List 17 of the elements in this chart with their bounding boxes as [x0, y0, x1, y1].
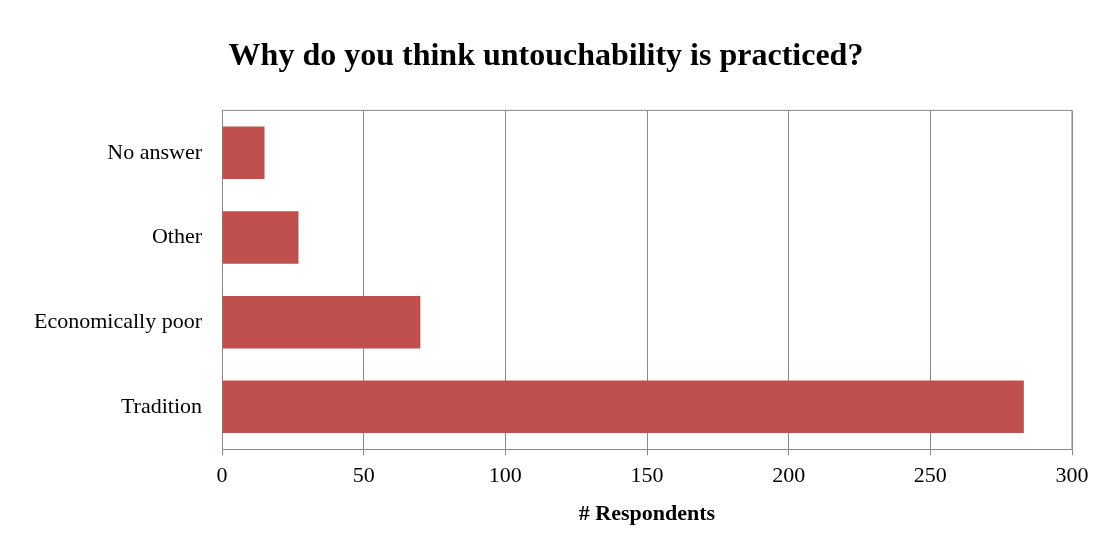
- x-tick-label: 100: [488, 462, 522, 488]
- y-tick-label: Other: [151, 223, 203, 249]
- y-tick-label: No answer: [107, 138, 203, 164]
- bar: [222, 211, 299, 264]
- bar: [222, 126, 265, 180]
- y-tick-label: Tradition: [120, 392, 203, 418]
- x-axis-title: # Respondents: [578, 500, 716, 526]
- x-tick-label: 0: [216, 462, 228, 488]
- x-tick-label: 200: [772, 462, 806, 488]
- x-tick-label: 250: [913, 462, 947, 488]
- x-tick-label: 300: [1055, 462, 1089, 488]
- y-tick-label: Economically poor: [33, 307, 203, 333]
- bar: [222, 295, 421, 349]
- x-tick-label: 150: [630, 462, 664, 488]
- x-tick-label: 50: [352, 462, 375, 488]
- chart-title: Why do you think untouchability is practiced?: [228, 36, 864, 73]
- bar: [222, 380, 1024, 434]
